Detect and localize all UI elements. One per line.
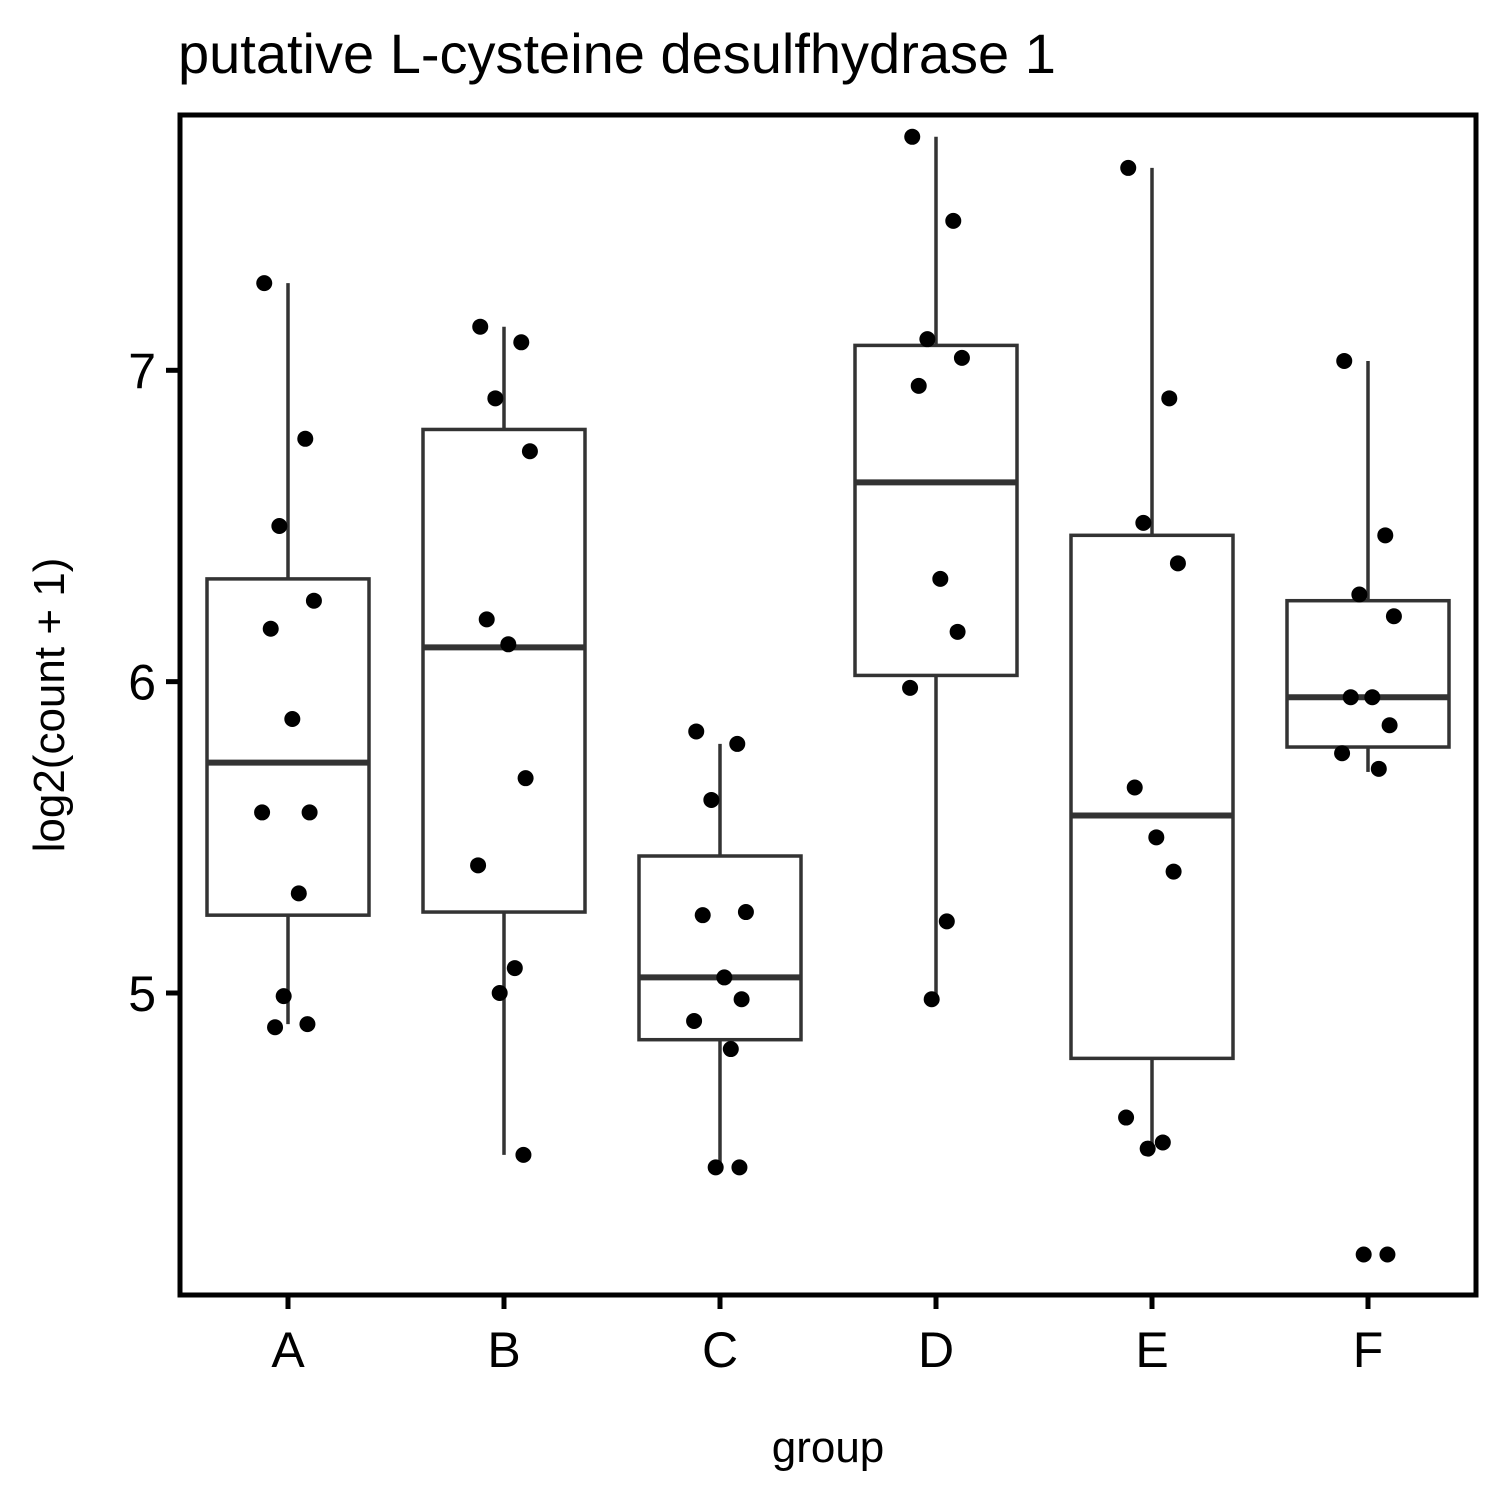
- data-point: [267, 1019, 284, 1036]
- box-group-F: [1285, 360, 1451, 772]
- plot-marks: [205, 128, 1451, 1263]
- y-tick-label: 6: [128, 655, 156, 711]
- data-point: [703, 791, 720, 808]
- data-point: [919, 331, 936, 348]
- data-point: [271, 517, 288, 534]
- data-point: [707, 1159, 724, 1176]
- data-point: [500, 636, 517, 653]
- data-point: [1370, 760, 1387, 777]
- data-point: [923, 991, 940, 1008]
- data-point: [910, 377, 927, 394]
- data-point: [256, 275, 273, 292]
- data-point: [1342, 689, 1359, 706]
- data-point: [491, 984, 508, 1001]
- data-point: [953, 349, 970, 366]
- y-tick-label: 7: [128, 343, 156, 399]
- data-point: [733, 991, 750, 1008]
- iqr-box: [637, 854, 803, 1042]
- panel-border: [177, 112, 1479, 1298]
- box-group-D: [853, 136, 1019, 1000]
- points-group-C: [686, 723, 754, 1176]
- data-point: [472, 318, 489, 335]
- data-point: [949, 623, 966, 640]
- data-point: [694, 907, 711, 924]
- data-point: [1379, 1246, 1396, 1263]
- data-point: [932, 570, 949, 587]
- data-point: [297, 430, 314, 447]
- data-point: [515, 1146, 532, 1163]
- iqr-box: [421, 427, 587, 914]
- x-tick-label: F: [1353, 1322, 1384, 1378]
- box-group-C: [637, 743, 803, 1168]
- data-point: [938, 913, 955, 930]
- x-tick-label: A: [271, 1322, 305, 1378]
- data-point: [1161, 390, 1178, 407]
- data-point: [506, 960, 523, 977]
- data-point: [1381, 717, 1398, 734]
- data-point: [1355, 1246, 1372, 1263]
- box-group-A: [205, 283, 371, 1025]
- iqr-box: [853, 343, 1019, 678]
- box-group-E: [1069, 167, 1235, 1146]
- data-point: [305, 592, 322, 609]
- data-point: [902, 679, 919, 696]
- data-point: [301, 804, 318, 821]
- y-tick-label: 5: [128, 966, 156, 1022]
- data-point: [254, 804, 271, 821]
- data-point: [688, 723, 705, 740]
- points-group-E: [1118, 159, 1186, 1157]
- data-point: [731, 1159, 748, 1176]
- data-point: [1126, 779, 1143, 796]
- points-group-D: [902, 128, 970, 1008]
- data-point: [722, 1041, 739, 1058]
- y-axis-title: log2(count + 1): [25, 558, 74, 853]
- data-point: [1336, 352, 1353, 369]
- data-point: [686, 1013, 703, 1030]
- data-point: [904, 128, 921, 145]
- data-point: [1120, 159, 1137, 176]
- data-point: [716, 969, 733, 986]
- data-point: [513, 334, 530, 351]
- data-point: [284, 711, 301, 728]
- x-tick-label: B: [487, 1322, 520, 1378]
- x-axis-title: group: [772, 1423, 885, 1472]
- data-point: [729, 735, 746, 752]
- data-point: [737, 904, 754, 921]
- data-point: [470, 857, 487, 874]
- data-point: [521, 443, 538, 460]
- data-point: [1334, 745, 1351, 762]
- data-point: [517, 770, 534, 787]
- data-point: [275, 988, 292, 1005]
- x-tick-label: C: [702, 1322, 738, 1378]
- data-point: [1377, 527, 1394, 544]
- data-point: [262, 620, 279, 637]
- iqr-box: [1069, 533, 1235, 1061]
- data-point: [1169, 555, 1186, 572]
- iqr-box: [1285, 598, 1451, 749]
- axes: 5 6 7 A B C D E F: [128, 343, 1383, 1378]
- points-group-B: [470, 318, 538, 1163]
- data-point: [478, 611, 495, 628]
- data-point: [1154, 1134, 1171, 1151]
- data-point: [1139, 1140, 1156, 1157]
- points-group-A: [254, 275, 322, 1036]
- x-tick-label: E: [1135, 1322, 1168, 1378]
- points-group-F: [1334, 352, 1402, 1263]
- chart-title: putative L-cysteine desulfhydrase 1: [178, 22, 1056, 85]
- data-point: [299, 1016, 316, 1033]
- data-point: [487, 390, 504, 407]
- iqr-box: [205, 577, 371, 917]
- data-point: [1385, 608, 1402, 625]
- data-point: [1148, 829, 1165, 846]
- box-group-B: [421, 326, 587, 1155]
- data-point: [1165, 863, 1182, 880]
- data-point: [945, 212, 962, 229]
- data-point: [290, 885, 307, 902]
- x-tick-label: D: [918, 1322, 954, 1378]
- data-point: [1351, 586, 1368, 603]
- data-point: [1118, 1109, 1135, 1126]
- data-point: [1135, 514, 1152, 531]
- data-point: [1364, 689, 1381, 706]
